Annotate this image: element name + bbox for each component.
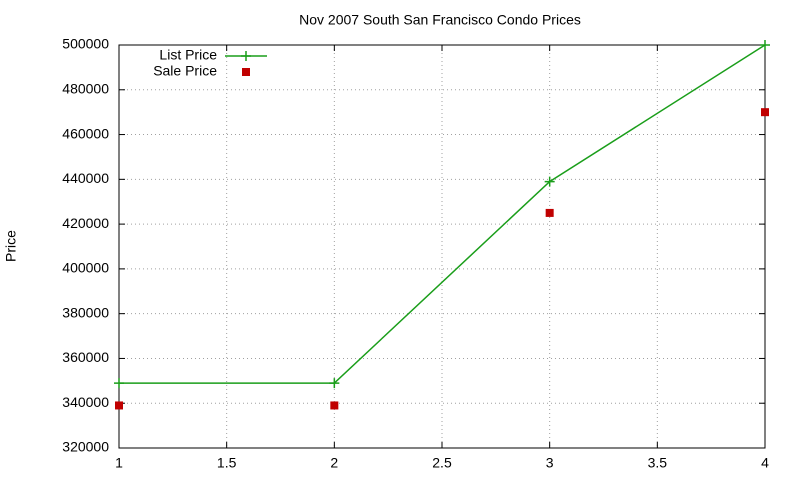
y-tick-label: 380000 xyxy=(62,304,109,320)
point xyxy=(115,401,123,410)
y-tick-label: 320000 xyxy=(62,439,109,455)
point xyxy=(330,401,339,410)
point xyxy=(761,108,769,117)
y-tick-label: 460000 xyxy=(62,125,109,141)
legend-label: Sale Price xyxy=(153,63,217,79)
x-tick-label: 1 xyxy=(115,455,123,471)
point xyxy=(242,68,250,76)
x-tick-label: 1.5 xyxy=(217,455,237,471)
chart-title: Nov 2007 South San Francisco Condo Price… xyxy=(299,12,581,28)
point xyxy=(241,51,251,61)
point xyxy=(545,208,554,217)
x-tick-label: 4 xyxy=(761,455,769,471)
y-tick-label: 420000 xyxy=(62,215,109,231)
y-tick-label: 440000 xyxy=(62,170,109,186)
series-line xyxy=(119,44,766,384)
x-tick-label: 3.5 xyxy=(648,455,668,471)
y-tick-label: 340000 xyxy=(62,394,109,410)
point xyxy=(760,40,770,50)
y-tick-label: 360000 xyxy=(62,349,109,365)
y-axis-label: Price xyxy=(3,230,19,262)
point xyxy=(544,176,555,187)
y-tick-label: 400000 xyxy=(62,260,109,276)
plot-frame xyxy=(118,44,766,449)
legend-label: List Price xyxy=(159,47,217,63)
y-tick-label: 500000 xyxy=(62,36,109,52)
x-tick-label: 3 xyxy=(546,455,554,471)
point xyxy=(114,378,124,389)
y-tick-label: 480000 xyxy=(62,80,109,96)
point xyxy=(329,378,340,389)
x-tick-label: 2 xyxy=(330,455,338,471)
x-tick-label: 2.5 xyxy=(432,455,452,471)
